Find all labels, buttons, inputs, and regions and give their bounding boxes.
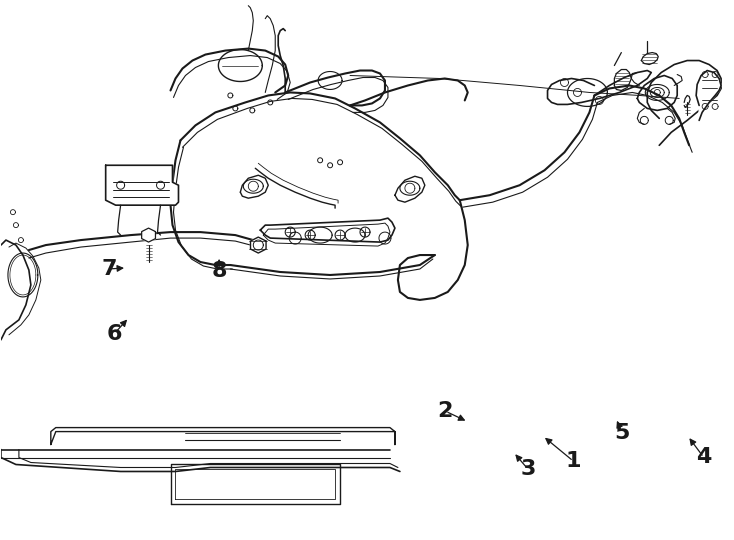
- Text: 6: 6: [106, 323, 122, 343]
- Polygon shape: [106, 165, 178, 205]
- Polygon shape: [696, 71, 721, 120]
- Text: 8: 8: [211, 261, 227, 281]
- Text: 3: 3: [520, 460, 536, 480]
- Text: 7: 7: [101, 259, 117, 279]
- Text: 1: 1: [566, 451, 581, 471]
- Text: 2: 2: [437, 401, 453, 421]
- Polygon shape: [250, 237, 266, 253]
- Polygon shape: [142, 228, 156, 242]
- Text: 4: 4: [696, 448, 711, 468]
- Text: 5: 5: [614, 423, 630, 443]
